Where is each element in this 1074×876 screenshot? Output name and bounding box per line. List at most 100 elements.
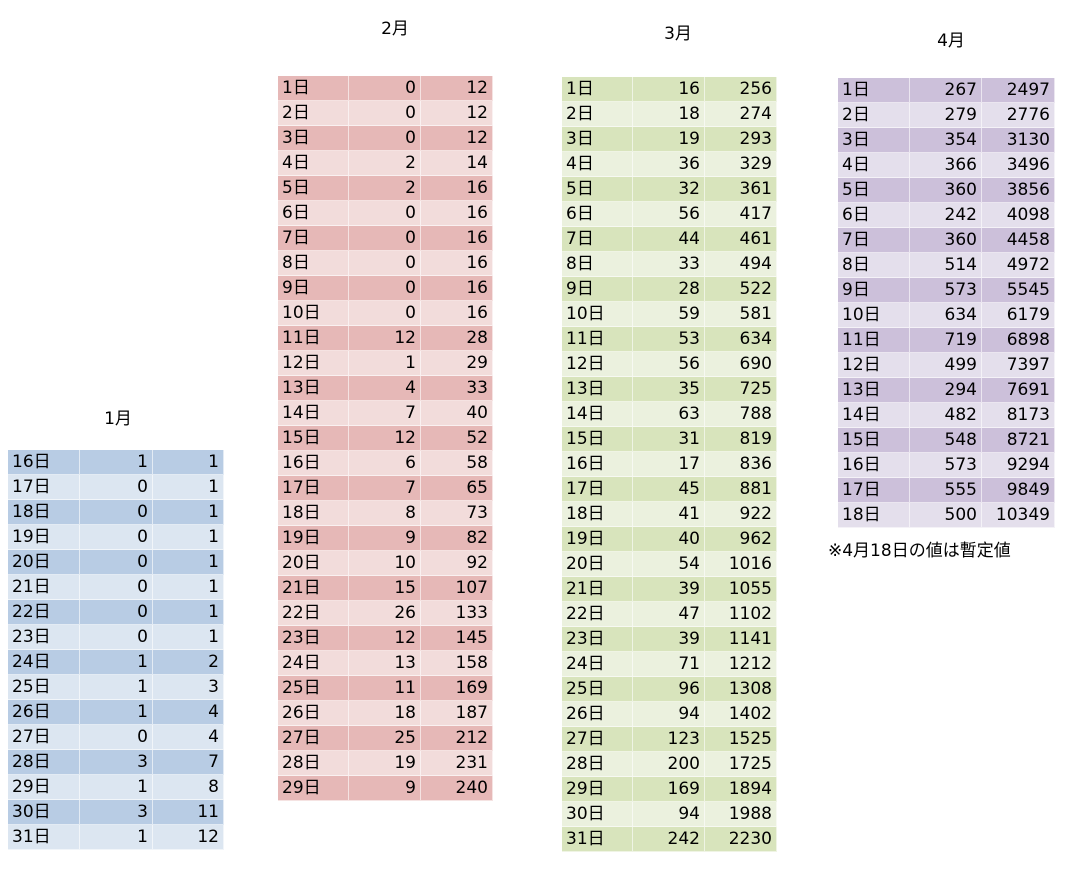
- value-cell: 9294: [982, 453, 1055, 478]
- day-cell: 7日: [562, 227, 633, 252]
- value-cell: 1988: [705, 802, 777, 827]
- value-cell: 242: [910, 203, 982, 228]
- day-cell: 18日: [8, 500, 80, 525]
- day-cell: 6日: [838, 203, 910, 228]
- value-cell: 719: [910, 328, 982, 353]
- value-cell: 10349: [982, 503, 1055, 528]
- value-cell: 0: [80, 475, 153, 500]
- value-cell: 0: [80, 625, 153, 650]
- value-cell: 16: [421, 176, 493, 201]
- value-cell: 13: [349, 651, 421, 676]
- value-cell: 522: [705, 277, 777, 302]
- day-cell: 15日: [278, 426, 349, 451]
- value-cell: 1: [153, 475, 224, 500]
- value-cell: 8173: [982, 403, 1055, 428]
- day-cell: 27日: [278, 726, 349, 751]
- value-cell: 1: [80, 775, 153, 800]
- value-cell: 366: [910, 153, 982, 178]
- value-cell: 836: [705, 452, 777, 477]
- day-cell: 5日: [838, 178, 910, 203]
- day-cell: 24日: [562, 652, 633, 677]
- value-cell: 581: [705, 302, 777, 327]
- table-title: 3月: [664, 24, 692, 44]
- day-cell: 29日: [562, 777, 633, 802]
- value-cell: 0: [349, 301, 421, 326]
- value-cell: 0: [349, 226, 421, 251]
- value-cell: 1525: [705, 727, 777, 752]
- value-cell: 212: [421, 726, 493, 751]
- value-cell: 16: [421, 276, 493, 301]
- day-cell: 27日: [8, 725, 80, 750]
- value-cell: 12: [349, 626, 421, 651]
- day-cell: 31日: [562, 827, 633, 852]
- value-cell: 8721: [982, 428, 1055, 453]
- value-cell: 8: [349, 501, 421, 526]
- value-cell: 1141: [705, 627, 777, 652]
- value-cell: 0: [349, 101, 421, 126]
- day-cell: 20日: [278, 551, 349, 576]
- value-cell: 2: [153, 650, 224, 675]
- day-cell: 24日: [8, 650, 80, 675]
- day-cell: 6日: [562, 202, 633, 227]
- value-cell: 1: [80, 650, 153, 675]
- value-cell: 187: [421, 701, 493, 726]
- value-cell: 1: [153, 575, 224, 600]
- value-cell: 94: [633, 702, 705, 727]
- day-cell: 11日: [838, 328, 910, 353]
- value-cell: 3: [80, 800, 153, 825]
- value-cell: 31: [633, 427, 705, 452]
- day-cell: 8日: [562, 252, 633, 277]
- value-cell: 8: [153, 775, 224, 800]
- day-cell: 18日: [838, 503, 910, 528]
- value-cell: 36: [633, 152, 705, 177]
- day-cell: 12日: [562, 352, 633, 377]
- day-cell: 30日: [8, 800, 80, 825]
- value-cell: 3130: [982, 128, 1055, 153]
- value-cell: 133: [421, 601, 493, 626]
- value-cell: 417: [705, 202, 777, 227]
- value-cell: 3856: [982, 178, 1055, 203]
- value-cell: 11: [349, 676, 421, 701]
- value-cell: 28: [421, 326, 493, 351]
- value-cell: 15: [349, 576, 421, 601]
- value-cell: 33: [633, 252, 705, 277]
- day-cell: 25日: [562, 677, 633, 702]
- value-cell: 58: [421, 451, 493, 476]
- value-cell: 7: [153, 750, 224, 775]
- value-cell: 47: [633, 602, 705, 627]
- value-cell: 1308: [705, 677, 777, 702]
- value-cell: 494: [705, 252, 777, 277]
- value-cell: 16: [421, 226, 493, 251]
- value-cell: 16: [633, 77, 705, 102]
- value-cell: 12: [349, 426, 421, 451]
- day-cell: 10日: [278, 301, 349, 326]
- value-cell: 0: [349, 76, 421, 101]
- value-cell: 7691: [982, 378, 1055, 403]
- value-cell: 634: [705, 327, 777, 352]
- value-cell: 96: [633, 677, 705, 702]
- value-cell: 1055: [705, 577, 777, 602]
- day-cell: 20日: [8, 550, 80, 575]
- day-cell: 12日: [838, 353, 910, 378]
- value-cell: 354: [910, 128, 982, 153]
- value-cell: 41: [633, 502, 705, 527]
- day-cell: 7日: [838, 228, 910, 253]
- value-cell: 9: [349, 526, 421, 551]
- value-cell: 0: [349, 126, 421, 151]
- day-cell: 1日: [562, 77, 633, 102]
- value-cell: 6: [349, 451, 421, 476]
- day-cell: 19日: [562, 527, 633, 552]
- value-cell: 7: [349, 476, 421, 501]
- value-cell: 0: [80, 575, 153, 600]
- value-cell: 4: [349, 376, 421, 401]
- day-cell: 16日: [8, 450, 80, 475]
- value-cell: 25: [349, 726, 421, 751]
- value-cell: 1402: [705, 702, 777, 727]
- day-cell: 24日: [278, 651, 349, 676]
- value-cell: 10: [349, 551, 421, 576]
- value-cell: 231: [421, 751, 493, 776]
- day-cell: 3日: [562, 127, 633, 152]
- day-cell: 2日: [562, 102, 633, 127]
- value-cell: 573: [910, 278, 982, 303]
- day-cell: 21日: [562, 577, 633, 602]
